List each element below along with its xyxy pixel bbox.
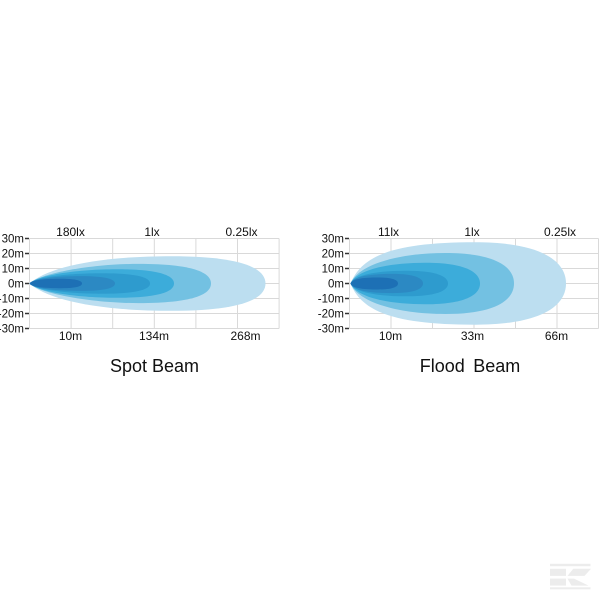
svg-text:0.25lx: 0.25lx bbox=[225, 225, 257, 239]
svg-text:-10m: -10m bbox=[318, 294, 344, 306]
svg-text:134m: 134m bbox=[139, 329, 169, 343]
svg-text:-30m: -30m bbox=[0, 324, 24, 336]
svg-text:10m: 10m bbox=[59, 329, 82, 343]
svg-text:0.25lx: 0.25lx bbox=[544, 225, 576, 239]
svg-text:Flood Beam: Flood Beam bbox=[420, 356, 521, 376]
svg-text:1lx: 1lx bbox=[144, 225, 159, 239]
svg-text:33m: 33m bbox=[461, 329, 484, 343]
svg-text:20m: 20m bbox=[322, 249, 344, 261]
svg-text:20m: 20m bbox=[2, 249, 24, 261]
svg-text:0m: 0m bbox=[328, 279, 344, 291]
svg-text:30m: 30m bbox=[2, 234, 24, 246]
svg-text:Spot Beam: Spot Beam bbox=[110, 356, 199, 376]
svg-text:268m: 268m bbox=[230, 329, 260, 343]
svg-text:1lx: 1lx bbox=[464, 225, 479, 239]
svg-text:-30m: -30m bbox=[318, 324, 344, 336]
svg-text:10m: 10m bbox=[2, 264, 24, 276]
svg-text:30m: 30m bbox=[322, 234, 344, 246]
svg-text:-20m: -20m bbox=[318, 309, 344, 321]
svg-text:66m: 66m bbox=[545, 329, 568, 343]
svg-text:-10m: -10m bbox=[0, 294, 24, 306]
svg-text:-20m: -20m bbox=[0, 309, 24, 321]
svg-text:10m: 10m bbox=[322, 264, 344, 276]
svg-text:10m: 10m bbox=[379, 329, 402, 343]
svg-text:180lx: 180lx bbox=[56, 225, 85, 239]
svg-text:11lx: 11lx bbox=[378, 225, 399, 239]
svg-text:0m: 0m bbox=[8, 279, 24, 291]
